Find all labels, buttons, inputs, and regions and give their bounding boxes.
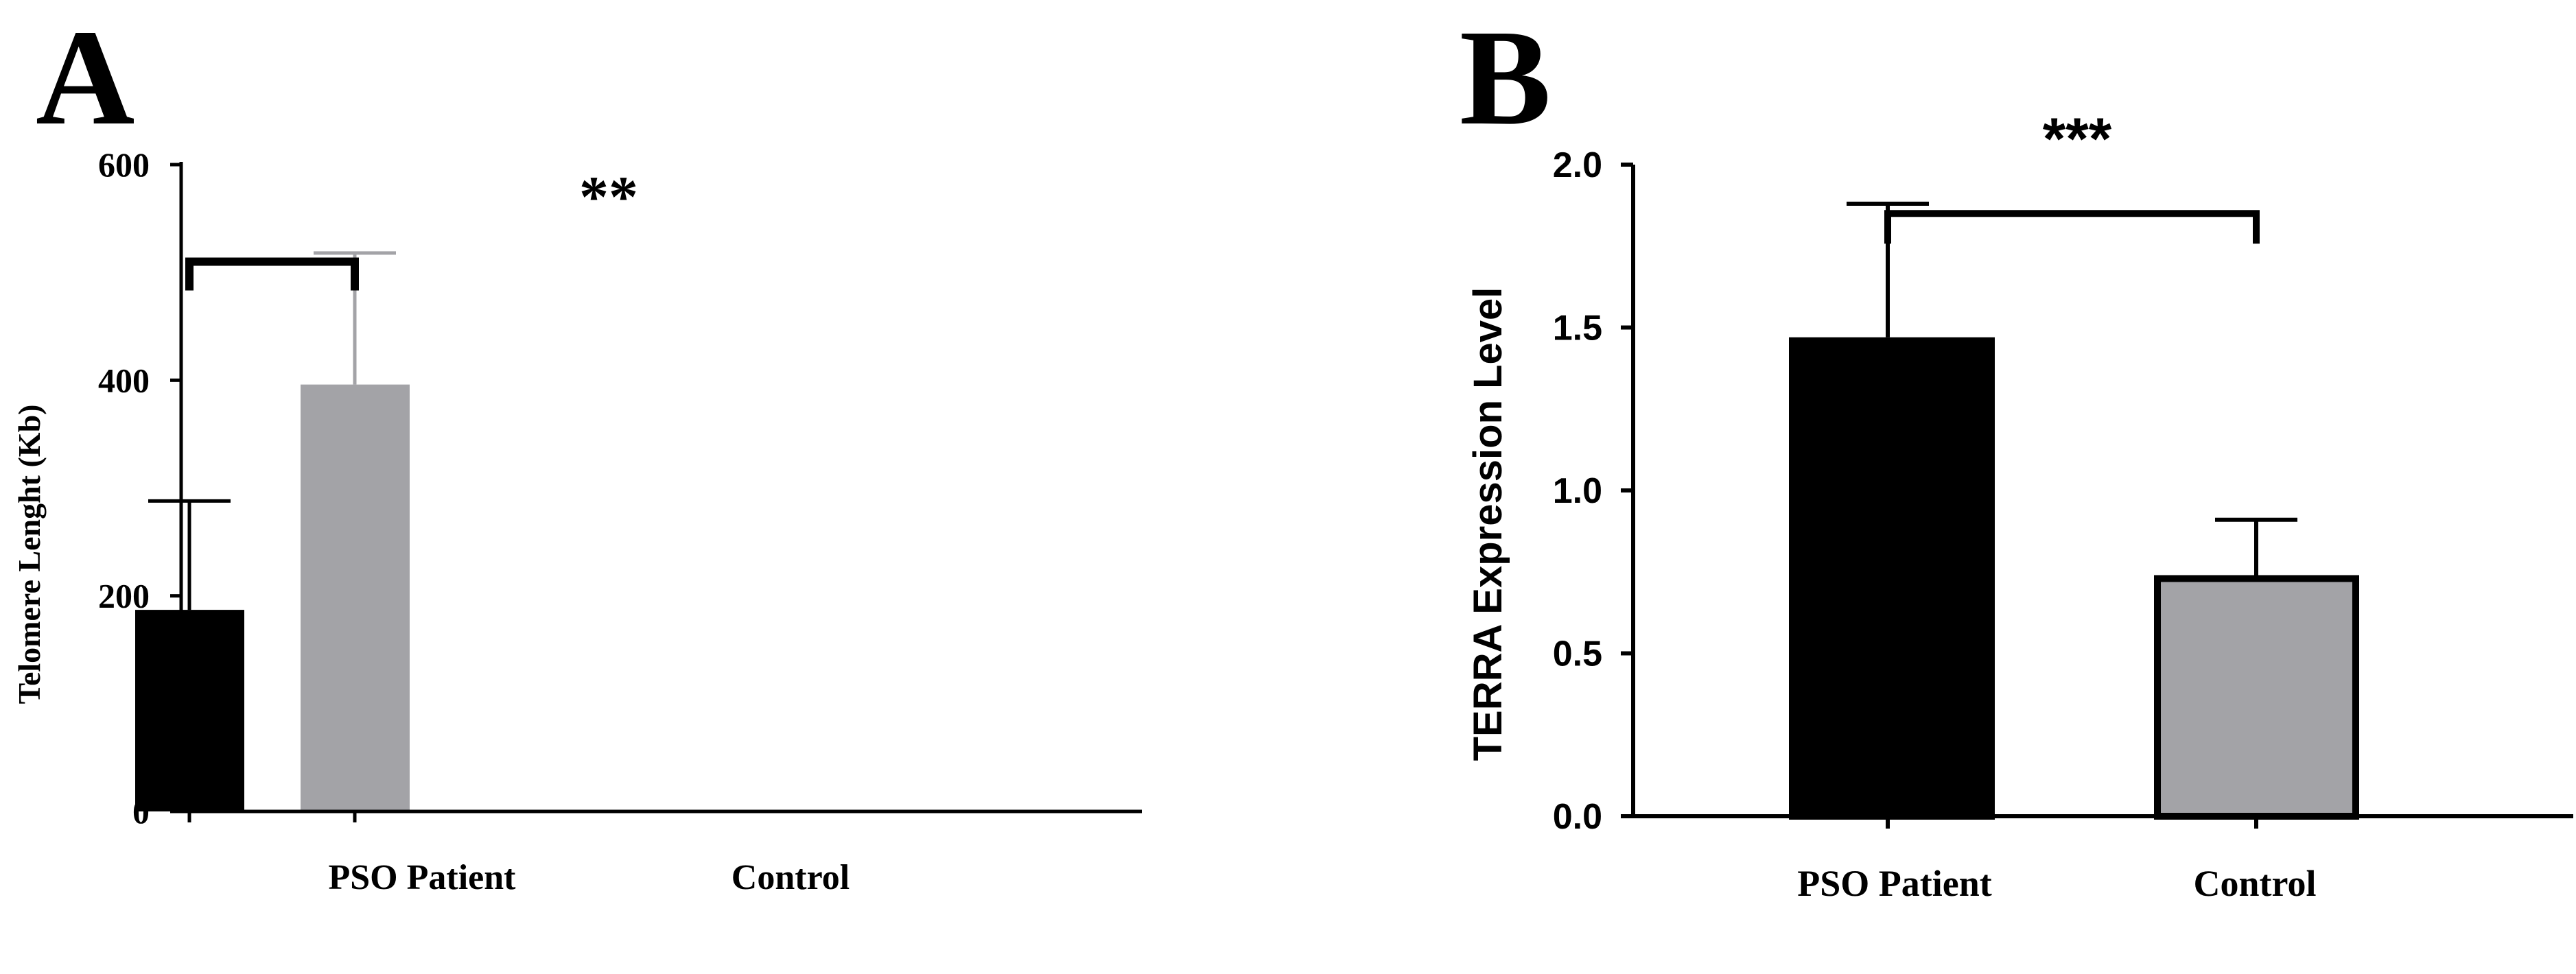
panel-a-ytick-label: 200 [98,577,150,615]
panel-b: B TERRA Expression Level 0.0 0.5 1.0 1.5… [1460,2,2573,904]
panel-a-xtick-label-pso-patient: PSO Patient [329,858,517,897]
panel-b-bar-control [2154,575,2359,820]
panel-a-plot-area [135,163,410,822]
panel-b-bar-pso-patient [1789,337,1995,820]
panel-a-xtick-label-control: Control [731,858,850,897]
panel-b-y-axis-label: TERRA Expression Level [1466,287,1510,761]
panel-a-ytick-label: 600 [98,145,150,184]
panel-b-ytick-label: 0.0 [1553,797,1602,837]
panel-a-ytick-label: 0 [132,792,150,831]
panel-a-significance-bracket [185,257,359,291]
panel-b-xtick-label-control: Control [2193,863,2316,904]
panel-a-y-axis-label: Telomere Lenght (Kb) [12,405,47,704]
panel-b-xtick-label-pso-patient: PSO Patient [1797,863,1991,904]
panel-a: A Telomere Lenght (Kb) 0 200 400 600 PSO… [12,2,1142,897]
panel-b-y-tick-labels: 0.0 0.5 1.0 1.5 2.0 [1553,145,1602,837]
panel-b-significance-bracket [1884,210,2260,244]
panel-a-y-tick-labels: 0 200 400 600 [98,145,150,831]
panel-a-significance-label: ** [579,164,638,230]
panel-b-plot-area [1621,163,2359,829]
panel-b-ytick-label: 0.5 [1553,634,1602,674]
panel-b-label: B [1460,2,1551,154]
panel-b-ytick-label: 1.5 [1553,309,1602,348]
panel-b-significance-label: *** [2043,106,2112,172]
panel-a-bar-control [301,384,410,811]
panel-a-bar-pso-patient [135,610,244,811]
panel-b-ytick-label: 1.0 [1553,471,1602,511]
panel-a-ytick-label: 400 [98,361,150,399]
panel-a-label: A [36,2,134,154]
panel-b-ytick-label: 2.0 [1553,145,1602,185]
